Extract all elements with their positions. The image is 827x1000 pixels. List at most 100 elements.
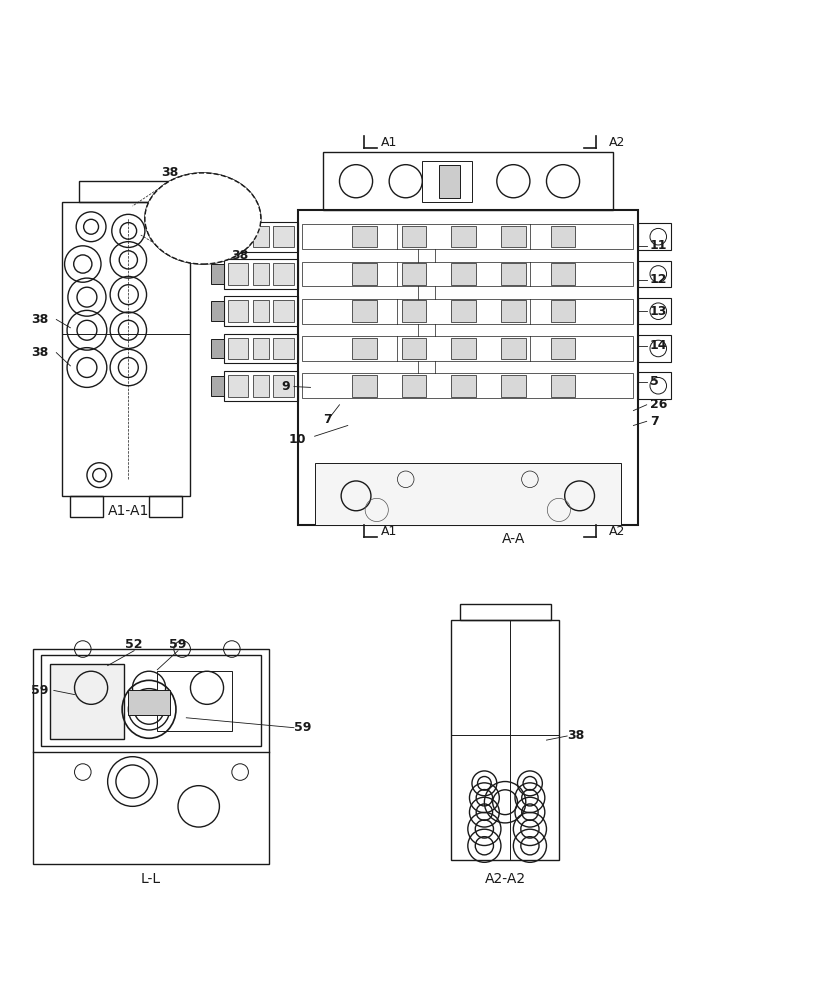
Text: 5: 5	[649, 375, 658, 388]
Bar	[62, 202, 190, 496]
Bar	[302, 262, 633, 286]
Bar	[451, 226, 476, 247]
Bar	[298, 210, 637, 525]
Bar	[637, 223, 670, 250]
Text: 38: 38	[31, 346, 48, 359]
Bar	[157, 671, 232, 731]
Bar	[33, 649, 269, 864]
Bar	[550, 338, 575, 359]
Bar	[550, 263, 575, 285]
Text: A2: A2	[608, 136, 624, 149]
Bar	[302, 299, 633, 324]
Bar	[273, 338, 294, 359]
Bar	[149, 496, 182, 517]
Bar	[128, 690, 170, 715]
Text: 59: 59	[294, 721, 310, 734]
Bar	[550, 375, 575, 396]
Bar	[302, 224, 633, 249]
Bar	[500, 338, 525, 359]
Text: A1-A1: A1-A1	[108, 504, 149, 518]
Text: 13: 13	[649, 305, 667, 318]
Text: 7: 7	[323, 413, 331, 426]
Bar	[438, 165, 459, 198]
Bar	[211, 339, 223, 358]
Bar	[211, 376, 223, 396]
Bar	[451, 300, 476, 322]
Bar	[41, 655, 261, 746]
Text: 11: 11	[649, 239, 667, 252]
Text: A2-A2: A2-A2	[484, 872, 525, 886]
Bar	[223, 371, 298, 401]
Text: 7: 7	[649, 415, 658, 428]
Bar	[227, 338, 248, 359]
Bar	[637, 261, 670, 287]
Ellipse shape	[145, 173, 261, 264]
Bar	[273, 226, 294, 247]
Bar	[351, 226, 376, 247]
Bar	[451, 620, 558, 860]
Text: 12: 12	[649, 273, 667, 286]
Bar	[252, 338, 269, 359]
Bar	[302, 373, 633, 398]
Bar	[451, 375, 476, 396]
Bar	[252, 375, 269, 396]
Text: 26: 26	[649, 398, 667, 411]
Bar	[451, 338, 476, 359]
Text: 38: 38	[31, 313, 48, 326]
Bar	[273, 375, 294, 396]
Text: A1: A1	[380, 525, 397, 538]
Bar	[550, 226, 575, 247]
Text: 38: 38	[566, 729, 583, 742]
Bar	[70, 496, 103, 517]
Bar	[550, 300, 575, 322]
Bar	[50, 664, 124, 739]
Bar	[351, 338, 376, 359]
Bar	[211, 264, 223, 284]
Bar	[637, 372, 670, 399]
Bar	[223, 222, 298, 252]
Bar	[227, 263, 248, 285]
Bar	[252, 226, 269, 247]
Text: 59: 59	[170, 638, 186, 651]
Bar	[302, 336, 633, 361]
Bar	[273, 263, 294, 285]
Bar	[500, 226, 525, 247]
Bar	[273, 300, 294, 322]
Text: 59: 59	[31, 684, 48, 697]
Bar	[637, 335, 670, 362]
Bar	[223, 334, 298, 363]
Bar	[401, 338, 426, 359]
Bar	[252, 263, 269, 285]
Bar	[223, 259, 298, 289]
Text: L-L: L-L	[141, 872, 160, 886]
Bar	[500, 300, 525, 322]
Text: 9: 9	[281, 380, 289, 393]
Text: 10: 10	[289, 433, 306, 446]
Bar	[227, 375, 248, 396]
Bar	[401, 226, 426, 247]
Text: 38: 38	[161, 166, 178, 179]
Bar	[422, 161, 471, 202]
Bar	[401, 263, 426, 285]
Bar	[227, 226, 248, 247]
Bar	[314, 463, 620, 525]
Bar	[351, 375, 376, 396]
Bar	[451, 263, 476, 285]
Bar	[351, 263, 376, 285]
Text: 52: 52	[125, 638, 143, 651]
Bar	[459, 604, 550, 620]
Bar	[500, 263, 525, 285]
Bar	[223, 296, 298, 326]
Bar	[637, 298, 670, 324]
Bar	[79, 181, 174, 202]
Text: A1: A1	[380, 136, 397, 149]
Bar	[351, 300, 376, 322]
Bar	[211, 301, 223, 321]
Bar	[500, 375, 525, 396]
Text: A-A: A-A	[501, 532, 524, 546]
Bar	[323, 152, 612, 210]
Bar	[211, 227, 223, 247]
Text: A2: A2	[608, 525, 624, 538]
Bar	[401, 300, 426, 322]
Text: 14: 14	[649, 339, 667, 352]
